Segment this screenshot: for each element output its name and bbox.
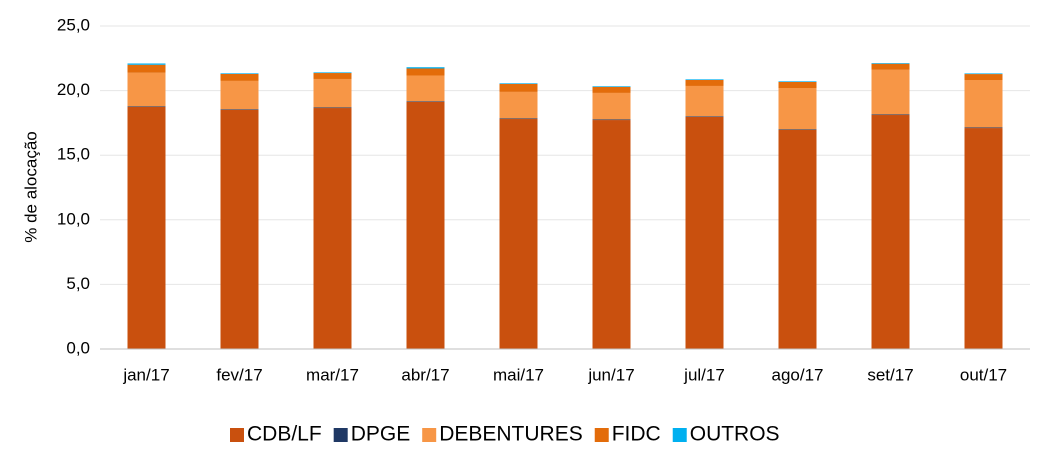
x-tick-label: abr/17 [401,365,449,384]
legend-swatch [422,428,437,442]
bar-segment [127,63,166,65]
bar-segment [964,80,1003,128]
bar-segment [406,68,445,76]
bar-segment [964,128,1003,349]
bar-segment [313,73,352,79]
bar-segment [313,78,352,108]
legend-swatch [594,428,609,442]
bar-segment [592,119,631,121]
x-tick-label: ago/17 [772,365,824,384]
bar-segment [499,83,538,92]
y-tick-label: 15,0 [57,145,90,164]
bar-segment [592,86,631,87]
legend-label: CDB/LF [247,423,322,446]
legend-label: OUTROS [690,423,780,446]
x-tick-label: mai/17 [493,365,544,384]
y-tick-label: 5,0 [66,274,90,293]
bar-segment [964,127,1003,129]
bar-segment [685,85,724,117]
bar-segment [127,106,166,108]
y-tick-label: 10,0 [57,209,90,228]
bar-segment [778,88,817,130]
bar-segment [313,72,352,74]
bar-segment [499,119,538,349]
bar-segment [499,83,538,84]
y-tick-label: 0,0 [66,338,90,357]
bar-segment [406,67,445,69]
y-axis-label: % de alocação [21,131,40,243]
bar-segment [685,79,724,81]
x-tick-label: out/17 [960,365,1007,384]
bar-segment [871,63,910,70]
bar-segment [778,130,817,349]
x-tick-label: fev/17 [216,365,262,384]
bar-segment [778,129,817,131]
x-tick-label: jan/17 [122,365,169,384]
bar-segment [592,120,631,349]
bar-segment [964,73,1003,75]
bar-segment [778,81,817,82]
bar-segment [406,75,445,102]
bar-segment [220,109,259,110]
bar-segment [871,115,910,349]
x-tick-label: jun/17 [587,365,634,384]
bar-segment [406,101,445,349]
bar-segment [313,108,352,350]
bar-segment [127,107,166,350]
bar-segment [406,101,445,102]
bar-segment [871,69,910,115]
bar-segment [220,73,259,81]
legend-label: DEBENTURES [439,423,583,446]
bar-segment [220,73,259,74]
bar-segment [685,80,724,86]
bar-segment [685,116,724,349]
legend-label: FIDC [612,423,661,446]
bar-segment [499,91,538,119]
x-tick-label: set/17 [867,365,913,384]
legend-swatch [672,428,687,442]
y-tick-label: 25,0 [57,15,90,34]
bar-segment [871,114,910,116]
legend-label: DPGE [351,423,411,446]
bar-segment [220,80,259,110]
bar-segment [313,107,352,109]
bar-segment [127,72,166,107]
bar-segment [592,86,631,93]
bar-segment [592,92,631,120]
bar-segment [685,116,724,117]
legend-swatch [230,428,244,442]
bar-segment [127,64,166,73]
bar-segment [964,74,1003,81]
bar-segment [778,81,817,89]
bar-segment [871,63,910,64]
legend: CDB/LF DPGE DEBENTURES FIDC OUTROS [230,423,780,446]
x-tick-label: jul/17 [683,365,725,384]
bar-segment [220,109,259,349]
bar-segment [499,118,538,120]
legend-swatch [333,428,348,442]
x-tick-label: mar/17 [306,365,359,384]
y-tick-label: 20,0 [57,80,90,99]
